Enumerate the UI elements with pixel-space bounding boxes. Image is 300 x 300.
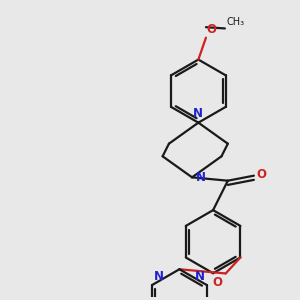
Text: N: N — [194, 107, 203, 120]
Text: CH₃: CH₃ — [226, 17, 245, 27]
Text: O: O — [212, 276, 222, 289]
Text: O: O — [207, 23, 217, 36]
Text: N: N — [154, 270, 164, 283]
Text: N: N — [196, 171, 206, 184]
Text: O: O — [256, 168, 266, 181]
Text: N: N — [195, 270, 205, 283]
